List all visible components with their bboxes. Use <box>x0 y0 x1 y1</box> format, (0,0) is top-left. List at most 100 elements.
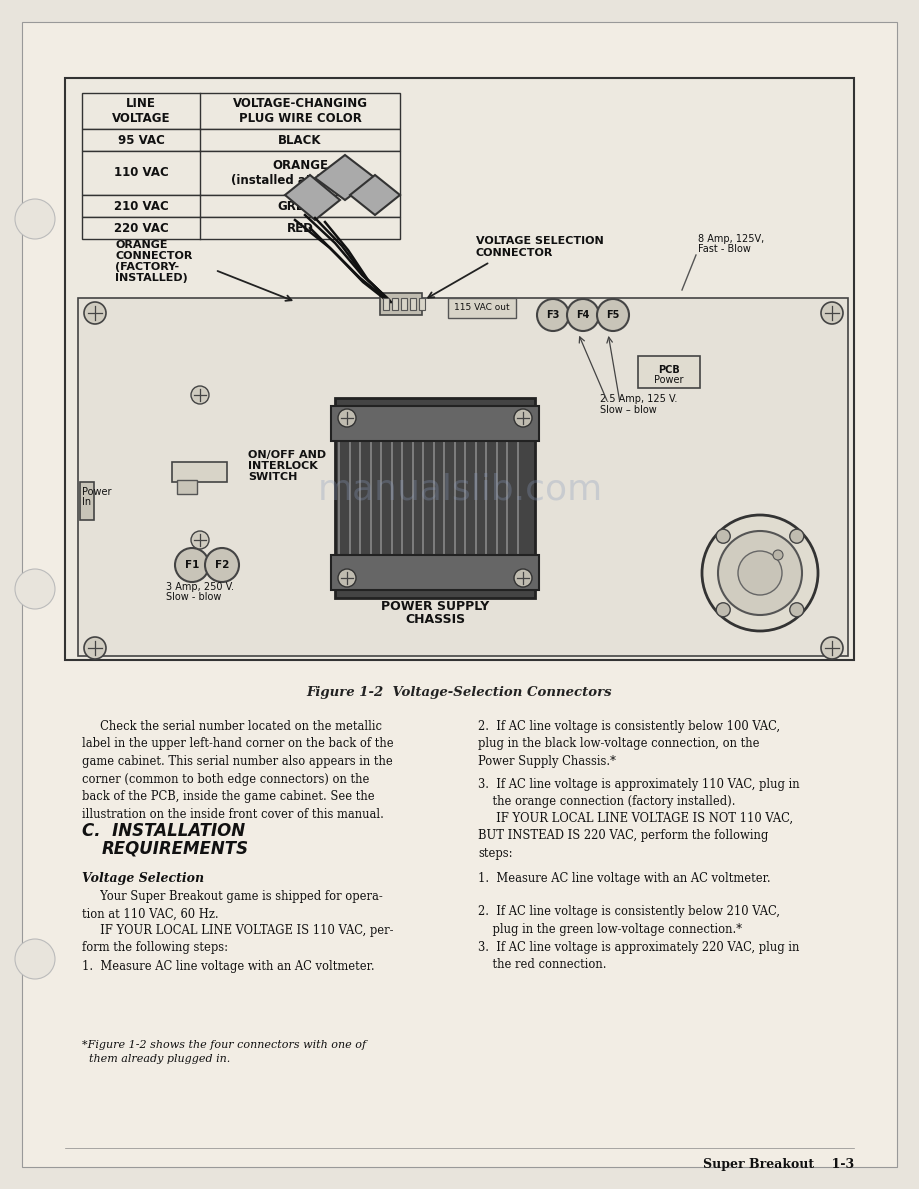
Text: INTERLOCK: INTERLOCK <box>248 461 318 471</box>
Text: Check the serial number located on the metallic
label in the upper left-hand cor: Check the serial number located on the m… <box>82 721 393 820</box>
Text: GREEN: GREEN <box>278 200 323 213</box>
Text: F1: F1 <box>185 560 199 570</box>
Text: Super Breakout    1-3: Super Breakout 1-3 <box>703 1158 854 1171</box>
Text: 2.5 Amp, 125 V.: 2.5 Amp, 125 V. <box>600 394 677 404</box>
Bar <box>172 463 227 482</box>
Circle shape <box>597 298 629 331</box>
Text: 3 Amp, 250 V.: 3 Amp, 250 V. <box>166 581 234 592</box>
Bar <box>82 93 400 128</box>
Circle shape <box>773 551 783 560</box>
Text: Figure 1-2  Voltage-Selection Connectors: Figure 1-2 Voltage-Selection Connectors <box>306 686 612 699</box>
Text: LINE
VOLTAGE: LINE VOLTAGE <box>112 97 170 125</box>
Text: ON/OFF AND: ON/OFF AND <box>248 449 326 460</box>
Text: RED: RED <box>287 221 313 234</box>
Polygon shape <box>285 175 340 220</box>
Bar <box>383 298 389 310</box>
Circle shape <box>338 409 356 427</box>
Bar <box>638 356 700 388</box>
Text: 3.  If AC line voltage is approximately 220 VAC, plug in
    the red connection.: 3. If AC line voltage is approximately 2… <box>478 940 800 971</box>
Text: Voltage Selection: Voltage Selection <box>82 872 204 885</box>
Text: 8 Amp, 125V,: 8 Amp, 125V, <box>698 234 765 244</box>
Circle shape <box>567 298 599 331</box>
Text: Slow – blow: Slow – blow <box>600 405 657 415</box>
Text: 220 VAC: 220 VAC <box>114 221 168 234</box>
Bar <box>82 195 400 218</box>
Polygon shape <box>350 175 400 215</box>
Bar <box>78 298 848 656</box>
Polygon shape <box>315 155 375 200</box>
Circle shape <box>702 515 818 631</box>
Text: 2.  If AC line voltage is consistently below 210 VAC,
    plug in the green low-: 2. If AC line voltage is consistently be… <box>478 905 780 936</box>
Circle shape <box>738 551 782 594</box>
Text: BLACK: BLACK <box>278 133 322 146</box>
Circle shape <box>191 531 209 549</box>
Text: In: In <box>82 497 91 507</box>
Text: CHASSIS: CHASSIS <box>405 614 465 625</box>
Text: (FACTORY-: (FACTORY- <box>115 262 179 272</box>
Text: VOLTAGE SELECTION: VOLTAGE SELECTION <box>476 235 604 246</box>
Circle shape <box>537 298 569 331</box>
Text: 115 VAC out: 115 VAC out <box>454 303 510 313</box>
Circle shape <box>205 548 239 581</box>
Circle shape <box>514 570 532 587</box>
Text: PCB: PCB <box>658 365 680 375</box>
Text: Fast - Blow: Fast - Blow <box>698 244 751 254</box>
Circle shape <box>338 570 356 587</box>
Bar <box>82 151 400 195</box>
Text: manualslib.com: manualslib.com <box>317 473 603 507</box>
Circle shape <box>175 548 209 581</box>
Text: REQUIREMENTS: REQUIREMENTS <box>102 839 249 857</box>
Text: F3: F3 <box>546 310 560 320</box>
Bar <box>82 128 400 151</box>
Circle shape <box>15 199 55 239</box>
Text: Your Super Breakout game is shipped for opera-
tion at 110 VAC, 60 Hz.: Your Super Breakout game is shipped for … <box>82 891 382 920</box>
Text: C.  INSTALLATION: C. INSTALLATION <box>82 822 245 839</box>
Bar <box>331 555 539 590</box>
Circle shape <box>15 939 55 979</box>
Text: IF YOUR LOCAL LINE VOLTAGE IS NOT 110 VAC,
BUT INSTEAD IS 220 VAC, perform the f: IF YOUR LOCAL LINE VOLTAGE IS NOT 110 VA… <box>478 812 793 860</box>
Text: 2.  If AC line voltage is consistently below 100 VAC,
plug in the black low-volt: 2. If AC line voltage is consistently be… <box>478 721 780 768</box>
Text: F5: F5 <box>607 310 619 320</box>
Text: 110 VAC: 110 VAC <box>114 166 168 180</box>
Text: INSTALLED): INSTALLED) <box>115 273 187 283</box>
Circle shape <box>716 529 731 543</box>
Bar <box>65 78 854 660</box>
Bar <box>392 298 398 310</box>
Text: 1.  Measure AC line voltage with an AC voltmeter.: 1. Measure AC line voltage with an AC vo… <box>82 960 375 973</box>
Text: 210 VAC: 210 VAC <box>114 200 168 213</box>
Circle shape <box>191 386 209 404</box>
Text: IF YOUR LOCAL LINE VOLTAGE IS 110 VAC, per-
form the following steps:: IF YOUR LOCAL LINE VOLTAGE IS 110 VAC, p… <box>82 924 393 955</box>
Text: SWITCH: SWITCH <box>248 472 298 482</box>
Text: F2: F2 <box>215 560 229 570</box>
Text: Slow - blow: Slow - blow <box>166 592 221 602</box>
Bar <box>331 405 539 441</box>
Text: Power: Power <box>654 375 684 385</box>
Bar <box>410 298 416 310</box>
Circle shape <box>718 531 802 615</box>
Circle shape <box>821 637 843 659</box>
Text: F4: F4 <box>576 310 590 320</box>
Bar <box>335 398 535 598</box>
Bar <box>419 298 425 310</box>
Text: *Figure 1-2 shows the four connectors with one of
  them already plugged in.: *Figure 1-2 shows the four connectors wi… <box>82 1040 366 1064</box>
Text: 1.  Measure AC line voltage with an AC voltmeter.: 1. Measure AC line voltage with an AC vo… <box>478 872 771 885</box>
Bar <box>177 480 197 493</box>
Circle shape <box>84 637 106 659</box>
Bar <box>401 298 407 310</box>
Circle shape <box>789 603 804 617</box>
Text: ORANGE
(installed at factory): ORANGE (installed at factory) <box>232 159 369 187</box>
Circle shape <box>789 529 804 543</box>
Bar <box>82 218 400 239</box>
Bar <box>80 482 94 520</box>
Text: CONNECTOR: CONNECTOR <box>115 251 192 262</box>
Circle shape <box>514 409 532 427</box>
Bar <box>380 292 422 315</box>
Circle shape <box>716 603 731 617</box>
Text: VOLTAGE-CHANGING
PLUG WIRE COLOR: VOLTAGE-CHANGING PLUG WIRE COLOR <box>233 97 368 125</box>
Bar <box>448 298 516 317</box>
Text: ORANGE: ORANGE <box>115 240 167 250</box>
Text: POWER SUPPLY: POWER SUPPLY <box>380 600 489 614</box>
Text: Power: Power <box>82 487 111 497</box>
Text: 3.  If AC line voltage is approximately 110 VAC, plug in
    the orange connecti: 3. If AC line voltage is approximately 1… <box>478 778 800 809</box>
Circle shape <box>84 302 106 323</box>
